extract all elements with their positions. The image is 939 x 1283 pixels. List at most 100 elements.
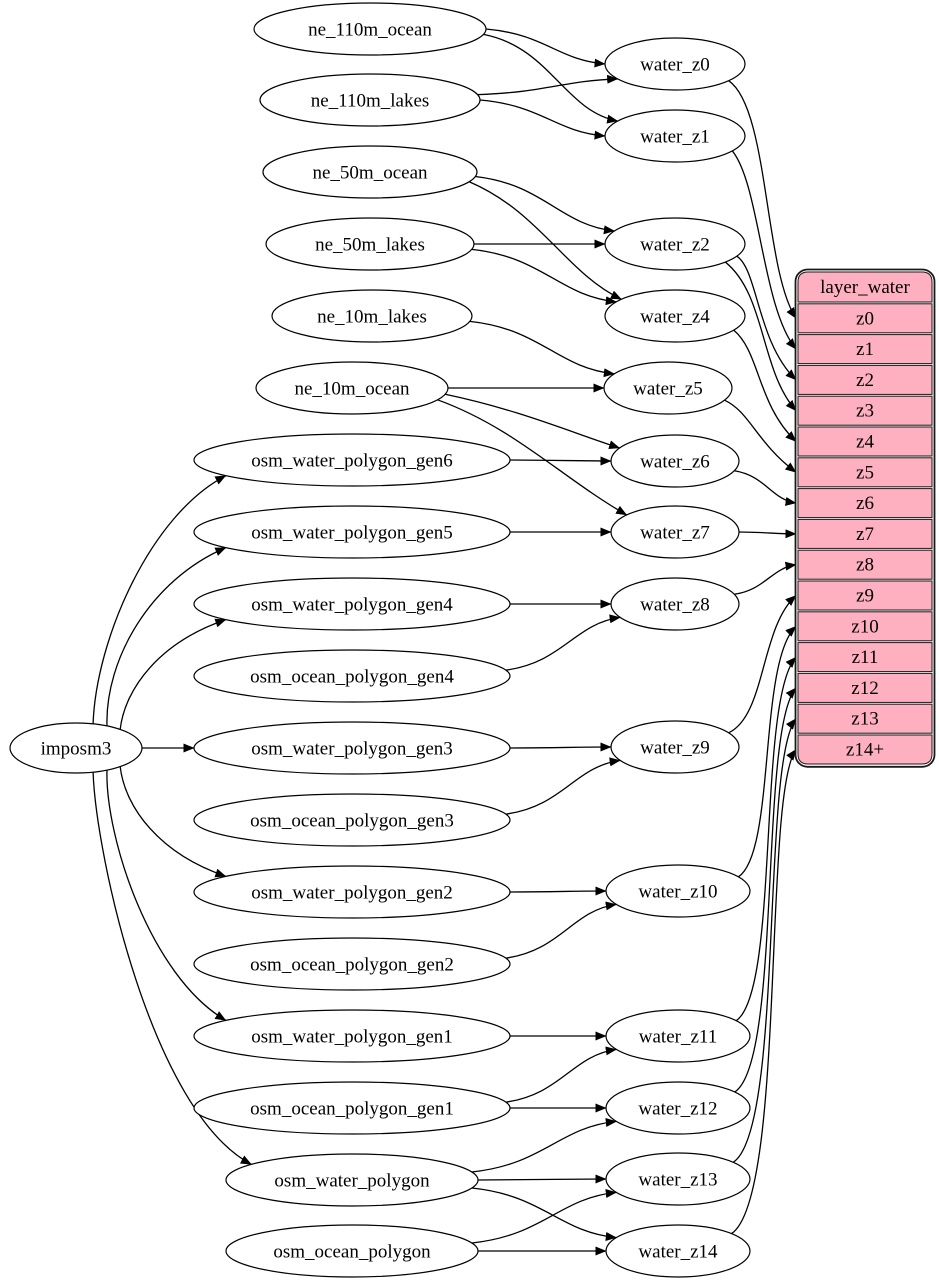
- table-row-z6: [797, 488, 933, 519]
- ne_10m_ocean-ellipse: [255, 361, 449, 415]
- table-row-z2: [797, 364, 933, 395]
- edge-water_z2-to-layer_water-z2: [736, 255, 797, 381]
- osm_ocean_polygon_gen2-label: osm_ocean_polygon_gen2: [250, 955, 454, 976]
- edge-imposm3-to-osm_water_polygon_gen5: [106, 547, 227, 726]
- node-water_z4: water_z4: [604, 289, 746, 343]
- water_z11-label: water_z11: [639, 1027, 717, 1048]
- table-row-z11-label: z11: [852, 647, 879, 668]
- osm_water_polygon-ellipse: [225, 1153, 479, 1207]
- node-ne_110m_lakes: ne_110m_lakes: [259, 73, 481, 127]
- table-row-z13-label: z13: [851, 709, 878, 730]
- osm_water_polygon_gen2-label: osm_water_polygon_gen2: [251, 883, 453, 904]
- node-osm_ocean_polygon_gen2: osm_ocean_polygon_gen2: [193, 937, 511, 991]
- edge-ne_110m_ocean-to-water_z1: [483, 33, 619, 124]
- water_z7-label: water_z7: [640, 523, 710, 544]
- node-ne_10m_ocean: ne_10m_ocean: [255, 361, 449, 415]
- node-osm_ocean_polygon: osm_ocean_polygon: [225, 1224, 479, 1278]
- table-row-z8-label: z8: [856, 555, 874, 576]
- table-row-z7: [797, 518, 933, 549]
- water_z1-ellipse: [604, 109, 746, 163]
- osm_ocean_polygon-label: osm_ocean_polygon: [273, 1242, 431, 1263]
- water_z13-ellipse: [605, 1152, 751, 1206]
- osm_water_polygon_gen6-label: osm_water_polygon_gen6: [251, 451, 453, 472]
- edge-osm_water_polygon_gen6-to-water_z6: [509, 456, 612, 466]
- node-water_z9: water_z9: [610, 720, 740, 774]
- water_z8-ellipse: [610, 577, 740, 631]
- node-ne_110m_ocean: ne_110m_ocean: [253, 2, 487, 56]
- node-osm_water_polygon_gen1: osm_water_polygon_gen1: [193, 1009, 511, 1063]
- osm_water_polygon_gen1-ellipse: [193, 1009, 511, 1063]
- water_z0-label: water_z0: [640, 55, 710, 76]
- ne_50m_lakes-ellipse: [265, 217, 475, 271]
- osm_water_polygon_gen5-ellipse: [193, 505, 511, 559]
- table-row-z0: [797, 303, 933, 334]
- table-header-cell: [797, 271, 933, 303]
- water_z12-ellipse: [605, 1081, 751, 1135]
- node-ne_50m_lakes: ne_50m_lakes: [265, 217, 475, 271]
- node-osm_ocean_polygon_gen4: osm_ocean_polygon_gen4: [193, 649, 511, 703]
- edge-osm_water_polygon-to-water_z12: [471, 1118, 617, 1173]
- node-water_z12: water_z12: [605, 1081, 751, 1135]
- water_z6-label: water_z6: [640, 452, 710, 473]
- edge-ne_10m_lakes-to-water_z5: [469, 320, 615, 378]
- water_z1-label: water_z1: [640, 127, 710, 148]
- node-osm_ocean_polygon_gen3: osm_ocean_polygon_gen3: [193, 793, 511, 847]
- osm_water_polygon_gen1-label: osm_water_polygon_gen1: [251, 1027, 453, 1048]
- edge-water_z1-to-layer_water-z1: [731, 150, 797, 350]
- water_z0-ellipse: [604, 37, 746, 91]
- node-water_z11: water_z11: [605, 1009, 751, 1063]
- osm_water_polygon_gen2-ellipse: [193, 865, 511, 919]
- osm_water_polygon_gen5-label: osm_water_polygon_gen5: [251, 523, 453, 544]
- edge-osm_water_polygon_gen2-to-water_z10: [509, 886, 607, 896]
- water_z14-ellipse: [605, 1224, 751, 1278]
- table-row-z10-label: z10: [851, 616, 878, 637]
- water_z11-ellipse: [605, 1009, 751, 1063]
- water_z4-ellipse: [604, 289, 746, 343]
- edge-osm_ocean_polygon_gen1-to-water_z11: [505, 1046, 617, 1103]
- osm_water_polygon_gen3-ellipse: [193, 721, 511, 775]
- edge-water_z11-to-layer_water-z11: [735, 656, 797, 1022]
- osm_water_polygon_gen4-label: osm_water_polygon_gen4: [251, 595, 453, 616]
- edge-osm_ocean_polygon_gen2-to-water_z10: [505, 901, 617, 959]
- node-water_z5: water_z5: [603, 361, 733, 415]
- table-row-z7-label: z7: [856, 524, 874, 545]
- node-osm_water_polygon_gen2: osm_water_polygon_gen2: [193, 865, 511, 919]
- ne_10m_lakes-label: ne_10m_lakes: [317, 307, 427, 328]
- edge-ne_110m_ocean-to-water_z0: [485, 28, 606, 68]
- table-row-z1-label: z1: [856, 339, 874, 360]
- node-water_z0: water_z0: [604, 37, 746, 91]
- water_z9-label: water_z9: [640, 738, 710, 759]
- edge-imposm3-to-osm_water_polygon_gen2: [119, 766, 227, 878]
- edge-osm_ocean_polygon-to-water_z13: [471, 1189, 617, 1244]
- osm_ocean_polygon_gen1-label: osm_ocean_polygon_gen1: [250, 1099, 454, 1120]
- node-water_z6: water_z6: [610, 434, 740, 488]
- edge-ne_110m_lakes-to-water_z0: [477, 74, 619, 96]
- edge-imposm3-to-osm_water_polygon_gen6: [92, 475, 227, 724]
- imposm3-label: imposm3: [41, 739, 112, 760]
- edge-imposm3-to-osm_water_polygon_gen4: [119, 618, 227, 730]
- edge-ne_50m_lakes-to-water_z4: [471, 248, 617, 306]
- edge-water_z0-to-layer_water-z0: [728, 80, 797, 319]
- edge-water_z7-to-layer_water-z7: [738, 529, 797, 539]
- edge-osm_water_polygon-to-water_z14: [471, 1187, 617, 1242]
- water_z2-label: water_z2: [640, 235, 710, 256]
- osm_ocean_polygon_gen4-label: osm_ocean_polygon_gen4: [250, 667, 454, 688]
- water_z6-ellipse: [610, 434, 740, 488]
- edge-osm_water_polygon_gen3-to-water_z9: [509, 742, 612, 752]
- edge-ne_50m_ocean-to-water_z4: [468, 181, 622, 300]
- node-water_z7: water_z7: [610, 505, 740, 559]
- node-osm_water_polygon_gen4: osm_water_polygon_gen4: [193, 577, 511, 631]
- water_z14-label: water_z14: [638, 1242, 718, 1263]
- edge-ne_110m_lakes-to-water_z1: [479, 99, 606, 140]
- edge-water_z13-to-layer_water-z13: [732, 718, 797, 1163]
- edge-water_z6-to-layer_water-z6: [734, 470, 797, 506]
- table-row-z6-label: z6: [856, 493, 874, 514]
- edge-water_z4-to-layer_water-z4: [733, 329, 797, 442]
- edge-osm_ocean_polygon_gen4-to-water_z8: [505, 614, 621, 671]
- node-imposm3: imposm3: [9, 722, 143, 774]
- edge-ne_50m_ocean-to-water_z2: [475, 175, 615, 235]
- table-row-z3-label: z3: [856, 401, 874, 422]
- edge-water_z10-to-layer_water-z10: [738, 625, 797, 878]
- node-water_z2: water_z2: [604, 217, 746, 271]
